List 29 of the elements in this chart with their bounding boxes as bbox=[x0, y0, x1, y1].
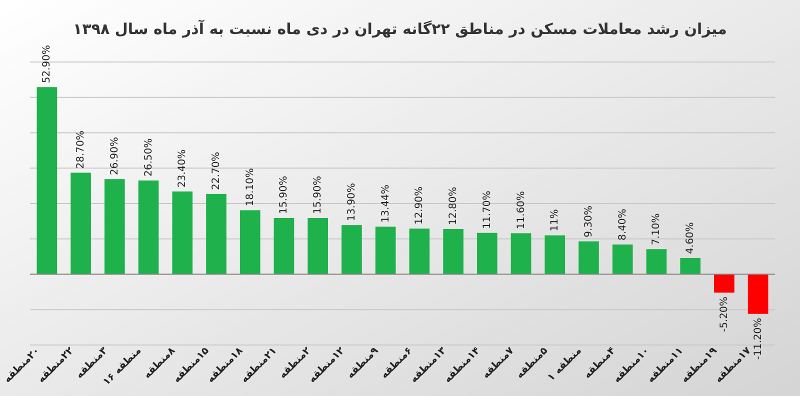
data-label: 7.10% bbox=[651, 213, 662, 246]
data-label: -5.20% bbox=[718, 296, 730, 332]
data-label: 23.40% bbox=[177, 149, 188, 188]
data-label: 52.90% bbox=[42, 44, 53, 84]
data-label: 13.90% bbox=[346, 182, 358, 222]
x-tick-label: ۱۱منطقه bbox=[646, 345, 686, 386]
data-label: 22.70% bbox=[210, 152, 222, 190]
x-tick-label: ۲منطقه bbox=[277, 345, 313, 381]
data-label: 13.44% bbox=[380, 184, 392, 223]
x-tick-label: ۷منطقه bbox=[480, 345, 516, 381]
data-label: 11% bbox=[550, 209, 561, 232]
data-label: 28.70% bbox=[76, 130, 87, 169]
data-label: 26.50% bbox=[143, 138, 154, 177]
data-label: 9.30% bbox=[583, 206, 594, 238]
title: میزان رشد معاملات مسکن در مناطق ۲۲گانه تهران در دی ماه نسبت به آذر ماه سال ۱۳۹۸ bbox=[73, 20, 727, 38]
data-label: 15.90% bbox=[312, 176, 324, 214]
x-tick-label: منطقه ۱ bbox=[546, 345, 584, 384]
data-label: 11.70% bbox=[482, 190, 493, 229]
data-label: -11.20% bbox=[752, 318, 764, 360]
data-label: 15.90% bbox=[278, 176, 290, 214]
data-label: 18.10% bbox=[244, 168, 256, 206]
data-label: 11.60% bbox=[516, 191, 527, 230]
x-tick-label: ۹منطقه bbox=[345, 345, 381, 381]
data-label: 4.60% bbox=[685, 222, 696, 254]
data-label: 8.40% bbox=[617, 208, 628, 241]
data-label: 12.80% bbox=[448, 186, 460, 225]
data-label: 12.90% bbox=[414, 186, 426, 225]
data-label: 26.90% bbox=[109, 136, 120, 176]
x-tick-label: ۲۲منطقه bbox=[36, 345, 76, 386]
